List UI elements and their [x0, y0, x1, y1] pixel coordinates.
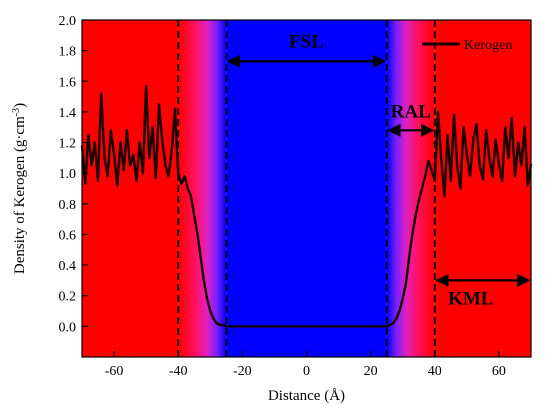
y-tick-label: 1.8 — [59, 45, 77, 60]
y-tick-label: 0.8 — [59, 198, 77, 213]
x-tick-label: 60 — [492, 364, 506, 379]
fluid-region-center — [226, 20, 387, 357]
x-axis-label: Distance (Å) — [268, 388, 345, 404]
axes: -60 -40 -20 0 20 40 60 0.0 0.2 0.4 0.6 0.8 1.0 1.2 1.4… — [59, 14, 506, 379]
y-axis-label-sup: -3 — [11, 108, 22, 116]
region-annotations: FSL RAL KML — [227, 31, 531, 309]
x-tick-label: 40 — [428, 364, 442, 379]
kerogen-region-left — [82, 20, 179, 357]
y-axis-label-main: Density of Kerogen (g·cm — [12, 116, 28, 274]
y-tick-label: 1.2 — [59, 137, 77, 152]
x-tick-label: -40 — [169, 364, 188, 379]
series-line-kerogen — [80, 84, 533, 328]
region-boundaries — [177, 20, 436, 357]
y-tick-label: 1.0 — [59, 167, 77, 182]
y-axis-label-close: ) — [12, 103, 28, 108]
region-label-kml: KML — [448, 288, 493, 309]
legend-label-kerogen: Kerogen — [464, 38, 512, 53]
x-tick-label: 20 — [364, 364, 378, 379]
background-regions — [82, 20, 531, 357]
y-tick-label: 0.2 — [59, 290, 77, 305]
y-tick-label: 0.4 — [59, 259, 77, 274]
y-tick-label: 2.0 — [59, 14, 77, 29]
legend: Kerogen — [422, 38, 512, 53]
x-tick-label: -20 — [233, 364, 252, 379]
x-tick-label: -60 — [105, 364, 124, 379]
y-tick-label: 1.6 — [59, 75, 77, 90]
gradient-region-left — [178, 20, 227, 357]
series-layer — [80, 84, 533, 328]
y-tick-label: 0.0 — [59, 320, 77, 335]
gradient-region-right — [386, 20, 435, 357]
y-tick-label: 1.4 — [59, 106, 77, 121]
region-label-ral: RAL — [391, 101, 431, 122]
x-tick-label: 0 — [303, 364, 310, 379]
kerogen-region-right — [434, 20, 531, 357]
y-axis-label: Density of Kerogen (g·cm-3) — [11, 103, 29, 274]
y-tick-label: 0.6 — [59, 228, 77, 243]
region-label-fsl: FSL — [289, 31, 324, 52]
